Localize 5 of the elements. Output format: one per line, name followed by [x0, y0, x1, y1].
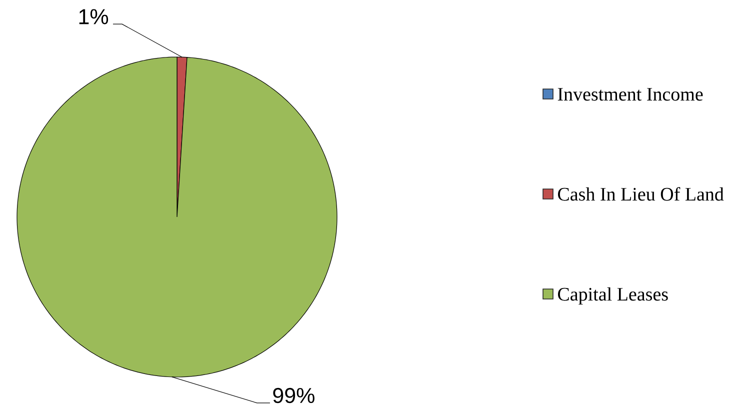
data-label: 1% — [79, 9, 108, 24]
data-label: 99% — [273, 388, 314, 404]
legend-label: Cash In Lieu Of Land — [558, 187, 724, 201]
legend-label: Capital Leases — [558, 287, 668, 305]
legend-label: Investment Income — [558, 88, 703, 101]
